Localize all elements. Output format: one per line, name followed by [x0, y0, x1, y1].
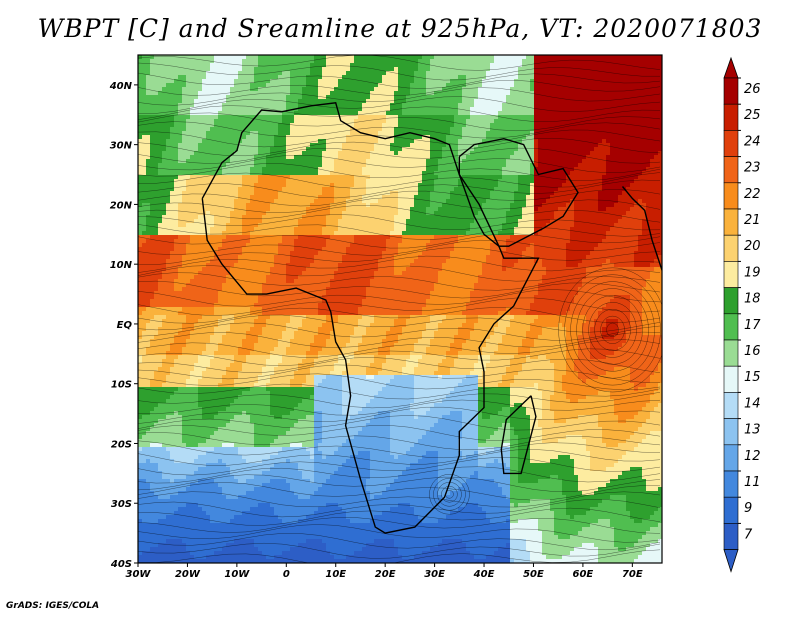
wbpt-field	[138, 55, 662, 563]
lon-tick-label: 20E	[375, 569, 396, 580]
lon-tick-label: 70E	[622, 569, 643, 580]
colorbar-label: 16	[744, 344, 761, 359]
colorbar-swatch	[723, 77, 739, 105]
longitude-ticks: 30W 20W 10W 0 10E 20E 30E 40E 50E 60E 70E	[126, 563, 643, 580]
colorbar-label: 11	[744, 475, 761, 490]
lon-tick-label: 50E	[523, 569, 544, 580]
colorbar-swatch	[723, 182, 739, 210]
colorbar-label: 24	[744, 134, 761, 149]
lon-tick-label: 60E	[573, 569, 594, 580]
colorbar: 26 25 24 23 22 21 20 19 18 17 16 15 14 13 12 11 9 7	[723, 56, 761, 573]
plot-frame	[137, 54, 663, 564]
colorbar-label: 14	[744, 396, 761, 411]
grads-credit: GrADS: IGES/COLA	[6, 601, 100, 611]
colorbar-swatch	[723, 365, 739, 393]
lat-tick-label: 30N	[110, 141, 133, 152]
latitude-ticks: 40N 30N 20N 10N EQ 10S 20S 30S 40S	[109, 81, 138, 570]
colorbar-swatch	[723, 103, 739, 131]
colorbar-swatch	[723, 339, 739, 367]
colorbar-label: 20	[744, 239, 761, 254]
lon-tick-label: 30W	[126, 569, 152, 580]
colorbar-swatch	[723, 261, 739, 288]
colorbar-swatch	[723, 496, 739, 524]
colorbar-swatch	[723, 156, 739, 184]
colorbar-swatch	[723, 392, 739, 419]
colorbar-label: 12	[744, 449, 761, 464]
colorbar-swatch	[723, 418, 739, 446]
coastlines	[201, 102, 662, 534]
colorbar-swatch	[723, 234, 739, 262]
lat-tick-label: 20S	[111, 439, 132, 450]
lat-tick-label: 30S	[111, 499, 132, 510]
lat-tick-label: 10N	[110, 260, 133, 271]
lon-tick-label: 0	[283, 569, 290, 580]
colorbar-label: 15	[744, 370, 761, 385]
colorbar-label: 18	[744, 292, 761, 307]
lon-tick-label: 30E	[424, 569, 445, 580]
colorbar-label: 7	[744, 527, 753, 542]
colorbar-label: 17	[744, 318, 761, 333]
lat-tick-label: 10S	[111, 380, 132, 391]
lat-tick-label: 40N	[109, 81, 133, 92]
lat-tick-label: 40S	[110, 559, 132, 570]
colorbar-swatch	[723, 208, 739, 236]
colorbar-top-arrow	[723, 56, 739, 79]
colorbar-label: 25	[744, 108, 761, 123]
colorbar-swatch	[723, 130, 739, 157]
colorbar-bottom-arrow	[723, 549, 739, 573]
lon-tick-label: 20W	[175, 569, 201, 580]
colorbar-swatch	[723, 470, 739, 498]
colorbar-swatch	[723, 287, 739, 315]
colorbar-label: 23	[744, 161, 761, 176]
streamlines	[138, 55, 662, 563]
colorbar-swatch	[723, 313, 739, 341]
lon-tick-label: 40E	[473, 569, 495, 580]
colorbar-label: 21	[744, 213, 761, 228]
map-title: WBPT [C] and Sreamline at 925hPa, VT: 20…	[37, 14, 763, 43]
colorbar-label: 22	[744, 187, 761, 202]
colorbar-label: 26	[744, 82, 761, 97]
lat-tick-label: EQ	[117, 320, 133, 331]
lat-tick-label: 20N	[110, 200, 133, 211]
lon-tick-label: 10W	[224, 569, 250, 580]
lon-tick-label: 10E	[325, 569, 346, 580]
colorbar-label: 13	[744, 423, 761, 438]
colorbar-label: 9	[744, 501, 752, 516]
colorbar-swatch	[723, 444, 739, 472]
colorbar-swatch	[723, 523, 739, 550]
colorbar-label: 19	[744, 265, 761, 280]
